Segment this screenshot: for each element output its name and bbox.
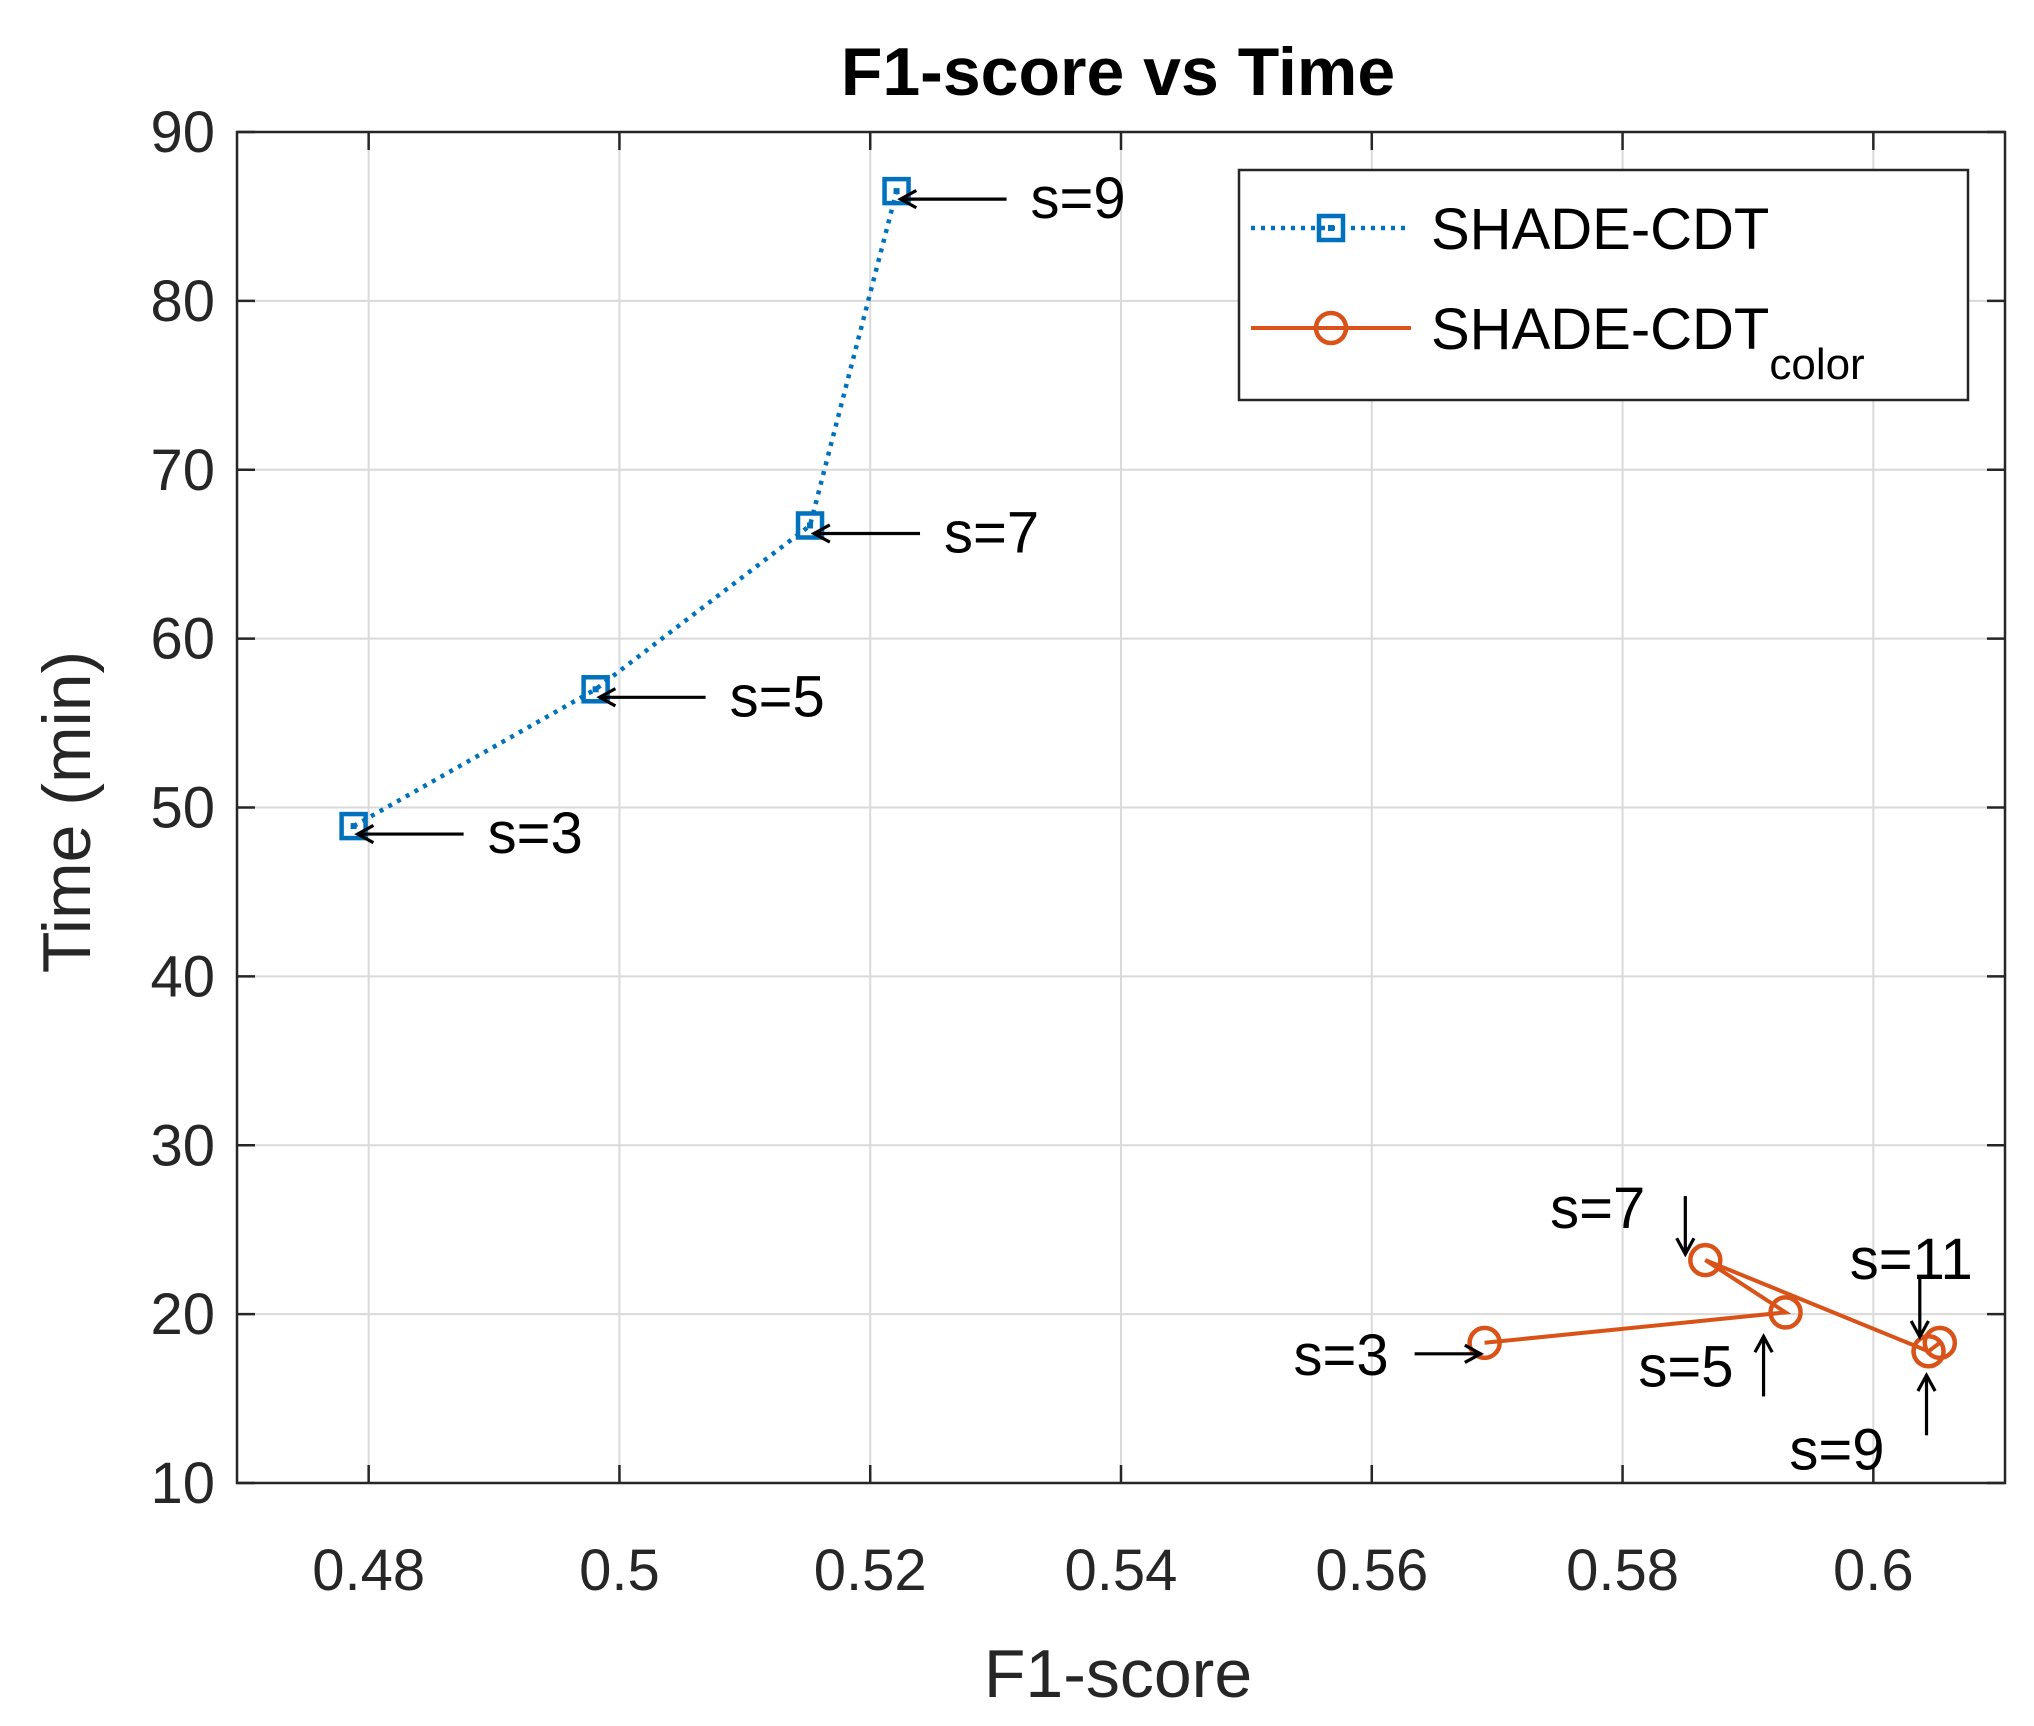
annotation-arrowhead xyxy=(1916,1371,1937,1392)
y-tick-label: 70 xyxy=(150,438,215,503)
data-point xyxy=(339,811,368,841)
data-point xyxy=(1467,1325,1502,1361)
point-label: s=3 xyxy=(1293,1323,1388,1388)
point-label: s=5 xyxy=(730,664,825,729)
x-tick-label: 0.48 xyxy=(312,1538,425,1603)
point-label: s=11 xyxy=(1850,1227,1973,1292)
y-tick-label: 60 xyxy=(150,607,215,672)
data-point-dot xyxy=(807,522,814,529)
point-label: s=3 xyxy=(488,801,583,866)
y-tick-label: 50 xyxy=(150,776,215,841)
point-label: s=7 xyxy=(1550,1176,1645,1241)
data-point-dot xyxy=(893,188,900,195)
point-label: s=7 xyxy=(944,500,1039,565)
series-line xyxy=(352,190,899,829)
data-point xyxy=(795,511,825,540)
data-point xyxy=(1688,1242,1723,1278)
chart-title: F1-score vs Time xyxy=(841,34,1395,110)
data-point-dot xyxy=(350,823,357,830)
data-point-dot xyxy=(592,686,599,693)
data-point xyxy=(882,176,911,206)
legend-entry: SHADE-CDT xyxy=(1431,197,1769,262)
x-axis-label: F1-score xyxy=(984,1636,1252,1712)
annotation-arrowhead xyxy=(1464,1343,1484,1364)
series-line xyxy=(1484,1258,1942,1354)
x-tick-label: 0.58 xyxy=(1566,1538,1679,1603)
y-tick-label: 90 xyxy=(150,100,215,165)
annotation-arrowhead xyxy=(810,523,831,544)
annotations: s=3 s=5 s=7 s=9 s=3 s=5 s=7 s=9 s=11 xyxy=(354,166,1973,1482)
y-tick-label: 80 xyxy=(150,269,215,334)
annotation-arrowhead xyxy=(1909,1320,1930,1341)
legend-marker xyxy=(1313,310,1349,346)
series-layer xyxy=(339,176,1958,1369)
x-tick-label: 0.54 xyxy=(1065,1538,1178,1603)
y-axis-label: Time (min) xyxy=(29,651,105,973)
data-point xyxy=(581,675,610,704)
y-tick-label: 10 xyxy=(150,1451,215,1516)
point-label: s=5 xyxy=(1638,1334,1733,1399)
x-tick-label: 0.6 xyxy=(1833,1538,1914,1603)
x-tick-label: 0.56 xyxy=(1315,1538,1428,1603)
x-tick-label: 0.5 xyxy=(579,1538,660,1603)
annotation-arrowhead xyxy=(1753,1333,1774,1353)
y-tick-label: 30 xyxy=(150,1113,215,1178)
legend-marker-dot xyxy=(1328,225,1334,231)
x-tick-label: 0.52 xyxy=(814,1538,927,1603)
legend-box xyxy=(1237,168,1970,402)
point-label: s=9 xyxy=(1789,1417,1884,1482)
legend-subscript: color xyxy=(1769,340,1864,389)
annotation-arrowhead xyxy=(354,824,375,845)
legend-marker xyxy=(1316,213,1346,243)
point-label: s=9 xyxy=(1031,166,1126,231)
data-point xyxy=(1922,1325,1958,1361)
y-tick-label: 20 xyxy=(150,1282,215,1347)
y-tick-label: 40 xyxy=(150,944,215,1009)
annotation-arrowhead xyxy=(1675,1237,1696,1258)
annotation-arrowhead xyxy=(596,687,617,708)
axes: 0.48 0.5 0.52 0.54 0.56 0.58 0.6 10 20 30 40 50 60 70… xyxy=(150,100,2007,1603)
data-point xyxy=(1768,1295,1803,1330)
annotation-arrowhead xyxy=(897,189,918,210)
